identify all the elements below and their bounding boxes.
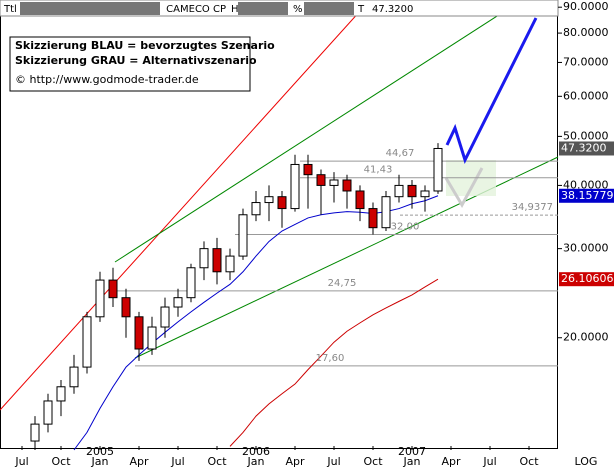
price-box-label: 47.3200 xyxy=(561,141,607,154)
x-tick-label: Oct xyxy=(363,455,383,468)
x-tick-label: Apr xyxy=(285,455,305,468)
y-tick-label: 90.0000 xyxy=(563,0,609,13)
year-label: 2007 xyxy=(398,445,426,458)
y-tick-label: 20.0000 xyxy=(563,331,609,344)
x-tick-label: Jan xyxy=(91,455,109,468)
value-box xyxy=(559,188,614,203)
log-label: LOG xyxy=(575,455,598,468)
header-field xyxy=(20,2,160,15)
candle-body xyxy=(329,179,339,186)
header-label: Ttl xyxy=(3,4,17,15)
candle-body xyxy=(303,163,313,176)
candle-body xyxy=(95,279,105,318)
year-label: 2006 xyxy=(242,445,270,458)
candle-body xyxy=(381,196,391,229)
price-box xyxy=(559,141,614,156)
header-price: 47.3200 xyxy=(372,4,413,15)
level-label: 32,00 xyxy=(391,221,420,232)
level-label: 34,9377 xyxy=(512,202,553,213)
y-tick-label: 30.0000 xyxy=(563,242,609,255)
candle-body xyxy=(251,202,261,216)
candle-body xyxy=(238,214,248,257)
level-label: 44,67 xyxy=(386,148,415,159)
candle-body xyxy=(290,163,300,210)
gray-scenario xyxy=(444,167,484,209)
level-label: 41,43 xyxy=(364,165,393,176)
x-tick-label: Jul xyxy=(14,455,28,468)
candle-body xyxy=(186,267,196,299)
candle-body xyxy=(108,279,118,299)
x-tick-label: Oct xyxy=(519,455,539,468)
candle-body xyxy=(56,386,66,402)
x-tick-label: Jan xyxy=(247,455,265,468)
candle-body xyxy=(277,196,287,210)
candle-body xyxy=(433,147,443,192)
candle-body xyxy=(82,316,92,368)
header-label: % xyxy=(293,4,303,15)
candle-body xyxy=(147,326,157,350)
candle-body xyxy=(121,297,131,318)
candle-body xyxy=(212,248,222,273)
x-tick-label: Jan xyxy=(403,455,421,468)
value-box-label: 26.10606 xyxy=(561,272,614,285)
candle-body xyxy=(69,366,79,388)
year-label: 2005 xyxy=(86,445,114,458)
x-tick-label: Oct xyxy=(207,455,227,468)
candle-body xyxy=(173,297,183,308)
candle-body xyxy=(342,179,352,192)
value-box-label: 38.15779 xyxy=(561,189,614,202)
candle-body xyxy=(368,208,378,229)
y-tick-label: 50.0000 xyxy=(563,129,609,142)
candle-body xyxy=(43,400,53,425)
trend-line xyxy=(114,0,523,263)
header-field xyxy=(304,2,354,15)
header-label: T xyxy=(357,4,365,15)
candle-body xyxy=(225,255,235,273)
annotation: Skizzierung BLAU = bevorzugtes Szenario xyxy=(15,39,275,52)
candle-body xyxy=(30,423,40,442)
candle-body xyxy=(134,316,144,350)
x-tick-label: Apr xyxy=(129,455,149,468)
candle-body xyxy=(355,190,365,210)
level-label: 24,75 xyxy=(328,278,357,289)
candle-body xyxy=(420,190,430,198)
annotation-box xyxy=(9,36,251,92)
header-symbol: CAMECO CP xyxy=(166,4,226,15)
annotation: Skizzierung GRAU = Alternativszenario xyxy=(15,54,257,67)
candle-body xyxy=(394,184,404,198)
level-label: 17,60 xyxy=(316,353,345,364)
x-tick-label: Jul xyxy=(326,455,340,468)
header-field xyxy=(238,2,288,15)
candle-body xyxy=(407,184,417,198)
value-box xyxy=(559,272,614,287)
trend-line xyxy=(0,0,371,411)
x-tick-label: Apr xyxy=(441,455,461,468)
candle-body xyxy=(199,248,209,269)
x-tick-label: Jul xyxy=(482,455,496,468)
header-label: H xyxy=(231,4,239,15)
y-tick-label: 80.0000 xyxy=(563,26,609,39)
ma-line xyxy=(229,278,439,447)
x-tick-label: Jul xyxy=(170,455,184,468)
y-tick-label: 60.0000 xyxy=(563,89,609,102)
candle-body xyxy=(264,196,274,204)
y-tick-label: 70.0000 xyxy=(563,55,609,68)
candle-body xyxy=(160,306,170,328)
x-tick-label: Oct xyxy=(51,455,71,468)
blue-scenario xyxy=(445,17,538,164)
candle-body xyxy=(316,174,326,186)
y-tick-label: 40.0000 xyxy=(563,178,609,191)
annotation: © http://www.godmode-trader.de xyxy=(15,73,199,86)
